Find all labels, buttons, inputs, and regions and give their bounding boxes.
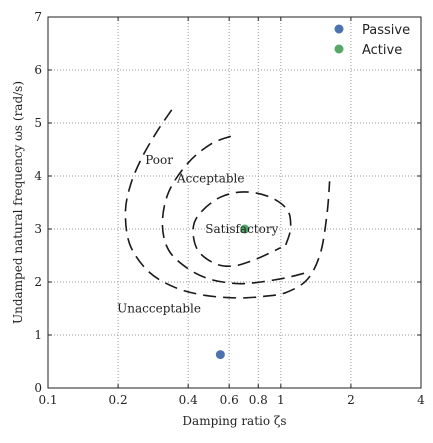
y-tick-label: 2 — [34, 275, 42, 289]
tick-marks — [47, 16, 422, 389]
plot-frame — [47, 16, 422, 389]
grid — [48, 17, 421, 388]
active-legend-label: Active — [362, 43, 402, 58]
x-tick-label: 2 — [347, 393, 355, 407]
passive-point — [215, 350, 225, 360]
active-legend-marker — [334, 44, 344, 54]
x-tick-label: 0.6 — [220, 393, 239, 407]
acceptable-boundary — [161, 135, 308, 285]
poor-boundary — [124, 109, 331, 299]
data-points — [215, 224, 250, 360]
x-tick-label: 0.1 — [38, 393, 57, 407]
y-tick-label: 6 — [34, 63, 42, 77]
x-tick-label: 0.8 — [249, 393, 268, 407]
x-tick-label: 4 — [417, 393, 425, 407]
y-axis-title: Undamped natural frequency ωs (rad/s) — [11, 81, 25, 324]
y-tick-label: 3 — [34, 222, 42, 236]
x-axis-title: Damping ratio ζs — [182, 414, 286, 428]
x-tick-labels: 0.1 0.2 0.4 0.6 0.8 1 2 4 — [38, 393, 425, 407]
satisfactory-boundary — [192, 191, 292, 268]
x-tick-label: 0.4 — [179, 393, 198, 407]
unacceptable-label: Unacceptable — [117, 302, 201, 316]
satisfactory-label: Satisfactory — [205, 222, 278, 236]
region-boundaries — [124, 109, 331, 299]
y-tick-label: 7 — [34, 10, 42, 24]
x-tick-label: 1 — [277, 393, 285, 407]
passive-legend-marker — [334, 24, 344, 34]
poor-label: Poor — [145, 153, 173, 167]
legend: Passive Active — [334, 23, 410, 58]
acceptable-label: Acceptable — [176, 172, 245, 186]
active-point — [240, 224, 250, 234]
y-tick-label: 5 — [34, 116, 42, 130]
x-tick-label: 0.2 — [109, 393, 128, 407]
y-tick-labels: 0 1 2 3 4 5 6 7 — [34, 10, 42, 395]
y-tick-label: 0 — [34, 381, 42, 395]
y-tick-label: 1 — [34, 328, 42, 342]
passive-legend-label: Passive — [362, 23, 410, 38]
y-tick-label: 4 — [34, 169, 42, 183]
